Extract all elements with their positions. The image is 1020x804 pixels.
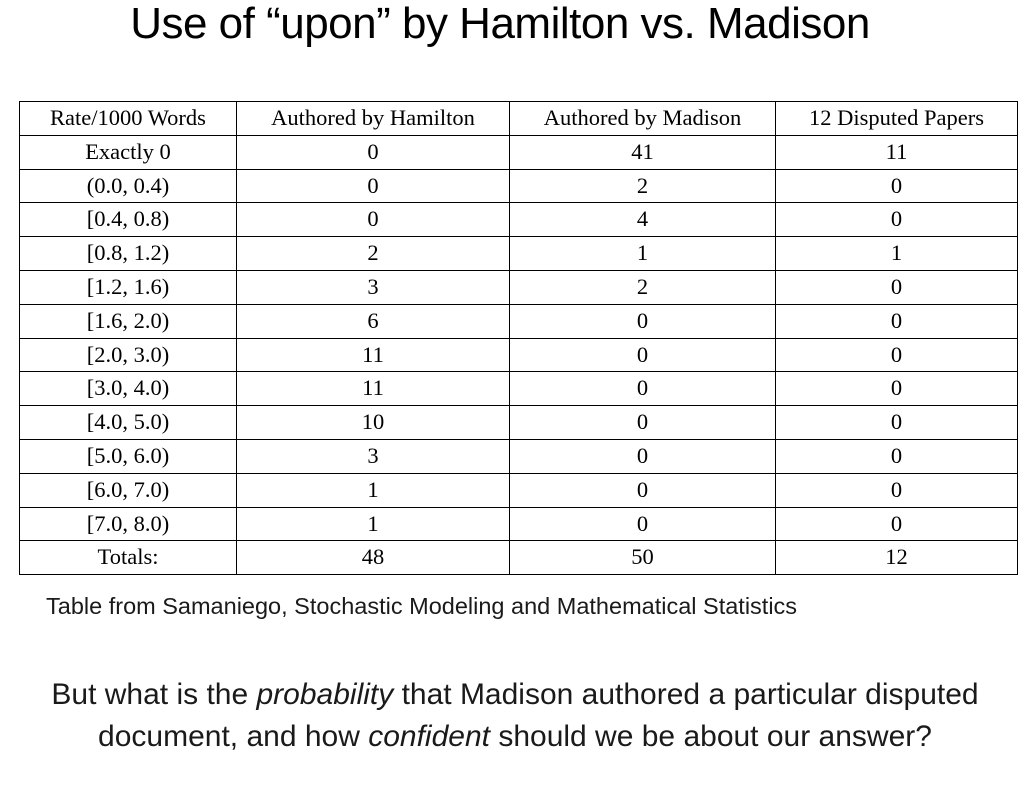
madison-cell: 0 [509, 472, 776, 508]
madison-cell: 0 [509, 405, 776, 440]
madison-cell: 2 [509, 168, 776, 204]
table-row: [1.2, 1.6) 3 2 0 [19, 269, 1018, 305]
rate-cell: [4.0, 5.0) [19, 405, 237, 440]
madison-cell: 4 [509, 202, 776, 238]
disputed-cell: 0 [775, 337, 1018, 373]
rate-cell: [5.0, 6.0) [19, 438, 237, 474]
totals-row: Totals: 48 50 12 [19, 540, 1018, 576]
table-row: [6.0, 7.0) 1 0 0 [19, 472, 1018, 508]
disputed-cell: 0 [775, 371, 1018, 407]
question-part-1: But what is the [51, 678, 257, 711]
rate-cell: [0.4, 0.8) [19, 202, 237, 238]
table-body: Exactly 0 0 41 11 (0.0, 0.4) 0 2 0 [0.4,… [19, 134, 1018, 576]
upon-rate-table: Rate/1000 Words Authored by Hamilton Aut… [19, 101, 1018, 576]
hamilton-cell: 0 [236, 168, 510, 204]
disputed-cell: 1 [775, 236, 1018, 271]
table-row: [7.0, 8.0) 1 0 0 [19, 506, 1018, 542]
table-row: [5.0, 6.0) 3 0 0 [19, 438, 1018, 474]
header-rate: Rate/1000 Words [19, 101, 237, 136]
hamilton-cell: 10 [236, 405, 510, 440]
table-row: [4.0, 5.0) 10 0 0 [19, 405, 1018, 440]
hamilton-cell: 3 [236, 438, 510, 474]
hamilton-cell: 1 [236, 472, 510, 508]
disputed-cell: 0 [775, 506, 1018, 542]
madison-cell: 0 [509, 303, 776, 339]
rate-cell: [3.0, 4.0) [19, 371, 237, 407]
hamilton-cell: 11 [236, 371, 510, 407]
table-row: [3.0, 4.0) 11 0 0 [19, 371, 1018, 407]
disputed-total: 12 [775, 540, 1018, 576]
header-disputed: 12 Disputed Papers [775, 101, 1018, 136]
disputed-cell: 0 [775, 438, 1018, 474]
madison-cell: 0 [509, 506, 776, 542]
hamilton-cell: 3 [236, 269, 510, 305]
disputed-cell: 0 [775, 202, 1018, 238]
hamilton-cell: 6 [236, 303, 510, 339]
header-hamilton: Authored by Hamilton [236, 101, 510, 136]
madison-cell: 0 [509, 371, 776, 407]
hamilton-cell: 0 [236, 134, 510, 170]
table-row: [2.0, 3.0) 11 0 0 [19, 337, 1018, 373]
table-row: (0.0, 0.4) 0 2 0 [19, 168, 1018, 204]
question-emphasis-confident: confident [368, 720, 490, 753]
table-row: [1.6, 2.0) 6 0 0 [19, 303, 1018, 339]
totals-label: Totals: [19, 540, 237, 576]
hamilton-cell: 1 [236, 506, 510, 542]
table-row: [0.8, 1.2) 2 1 1 [19, 236, 1018, 271]
rate-cell: [0.8, 1.2) [19, 236, 237, 271]
disputed-cell: 0 [775, 472, 1018, 508]
madison-cell: 0 [509, 337, 776, 373]
disputed-cell: 0 [775, 168, 1018, 204]
rate-cell: [1.6, 2.0) [19, 303, 237, 339]
disputed-cell: 0 [775, 405, 1018, 440]
disputed-cell: 11 [775, 134, 1018, 170]
header-madison: Authored by Madison [509, 101, 776, 136]
hamilton-total: 48 [236, 540, 510, 576]
rate-cell: [1.2, 1.6) [19, 269, 237, 305]
madison-total: 50 [509, 540, 776, 576]
table-header-row: Rate/1000 Words Authored by Hamilton Aut… [19, 101, 1018, 136]
hamilton-cell: 2 [236, 236, 510, 271]
question-part-2: that Madison authored a particular dispu… [98, 678, 979, 753]
rate-cell: [2.0, 3.0) [19, 337, 237, 373]
rate-cell: (0.0, 0.4) [19, 168, 237, 204]
hamilton-cell: 0 [236, 202, 510, 238]
hamilton-cell: 11 [236, 337, 510, 373]
table-row: Exactly 0 0 41 11 [19, 134, 1018, 170]
madison-cell: 2 [509, 269, 776, 305]
table-source-caption: Table from Samaniego, Stochastic Modelin… [46, 593, 798, 619]
rate-cell: [6.0, 7.0) [19, 472, 237, 508]
question-text: But what is the probability that Madison… [50, 674, 980, 758]
slide-title: Use of “upon” by Hamilton vs. Madison [130, 0, 870, 48]
question-emphasis-probability: probability [256, 678, 394, 711]
madison-cell: 1 [509, 236, 776, 271]
madison-cell: 0 [509, 438, 776, 474]
rate-cell: [7.0, 8.0) [19, 506, 237, 542]
question-part-3: should we be about our answer? [489, 720, 932, 753]
disputed-cell: 0 [775, 303, 1018, 339]
rate-cell: Exactly 0 [19, 134, 237, 170]
disputed-cell: 0 [775, 269, 1018, 305]
table-row: [0.4, 0.8) 0 4 0 [19, 202, 1018, 238]
madison-cell: 41 [509, 134, 776, 170]
